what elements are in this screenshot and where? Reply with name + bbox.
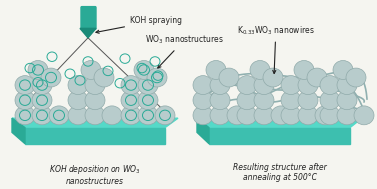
Circle shape [320,106,340,125]
Circle shape [337,91,357,110]
Circle shape [210,91,230,110]
Circle shape [121,91,141,110]
Circle shape [68,76,88,94]
Circle shape [85,106,105,125]
Polygon shape [25,128,165,144]
Circle shape [68,106,88,125]
Circle shape [219,68,239,87]
Circle shape [227,106,247,125]
Polygon shape [197,118,209,144]
Circle shape [337,106,357,125]
Text: KOH spraying: KOH spraying [96,16,182,33]
Circle shape [237,76,257,94]
Circle shape [315,106,335,125]
Circle shape [298,76,318,94]
Circle shape [138,76,158,94]
Circle shape [337,76,357,94]
Circle shape [32,91,52,110]
Circle shape [281,106,301,125]
Circle shape [94,68,114,87]
Circle shape [250,60,270,79]
Circle shape [41,68,61,87]
Circle shape [346,68,366,87]
Circle shape [254,76,274,94]
Circle shape [320,91,340,110]
Circle shape [15,91,35,110]
Circle shape [121,76,141,94]
Circle shape [294,60,314,79]
Circle shape [134,60,154,79]
Text: Resulting structure after
annealing at 500°C: Resulting structure after annealing at 5… [233,163,327,182]
Circle shape [307,68,327,87]
Circle shape [32,106,52,125]
Circle shape [147,68,167,87]
Circle shape [138,106,158,125]
Circle shape [15,106,35,125]
Circle shape [81,60,101,79]
Circle shape [85,76,105,94]
Polygon shape [12,118,25,144]
Circle shape [237,91,257,110]
Circle shape [15,76,35,94]
Circle shape [102,106,122,125]
Circle shape [281,76,301,94]
Circle shape [298,106,318,125]
Text: K$_{0.33}$WO$_3$ nanowires: K$_{0.33}$WO$_3$ nanowires [237,24,315,74]
Circle shape [320,76,340,94]
Text: WO$_3$ nanostructures: WO$_3$ nanostructures [145,33,224,68]
Circle shape [193,106,213,125]
Circle shape [333,60,353,79]
Circle shape [281,91,301,110]
Circle shape [354,106,374,125]
Circle shape [237,106,257,125]
Polygon shape [197,118,362,128]
Circle shape [138,91,158,110]
Circle shape [210,106,230,125]
Circle shape [193,76,213,94]
Circle shape [68,91,88,110]
Circle shape [298,91,318,110]
Circle shape [193,91,213,110]
Circle shape [49,106,69,125]
Polygon shape [12,118,178,128]
Text: KOH deposition on WO$_3$
nanostructures: KOH deposition on WO$_3$ nanostructures [49,163,141,186]
Circle shape [155,106,175,125]
Circle shape [28,60,48,79]
FancyBboxPatch shape [81,7,96,29]
Circle shape [271,106,291,125]
Circle shape [263,68,283,87]
Polygon shape [209,128,350,144]
Circle shape [206,60,226,79]
Circle shape [254,106,274,125]
Circle shape [254,91,274,110]
Polygon shape [80,28,96,38]
Circle shape [121,106,141,125]
Circle shape [85,91,105,110]
Circle shape [32,76,52,94]
Circle shape [210,76,230,94]
